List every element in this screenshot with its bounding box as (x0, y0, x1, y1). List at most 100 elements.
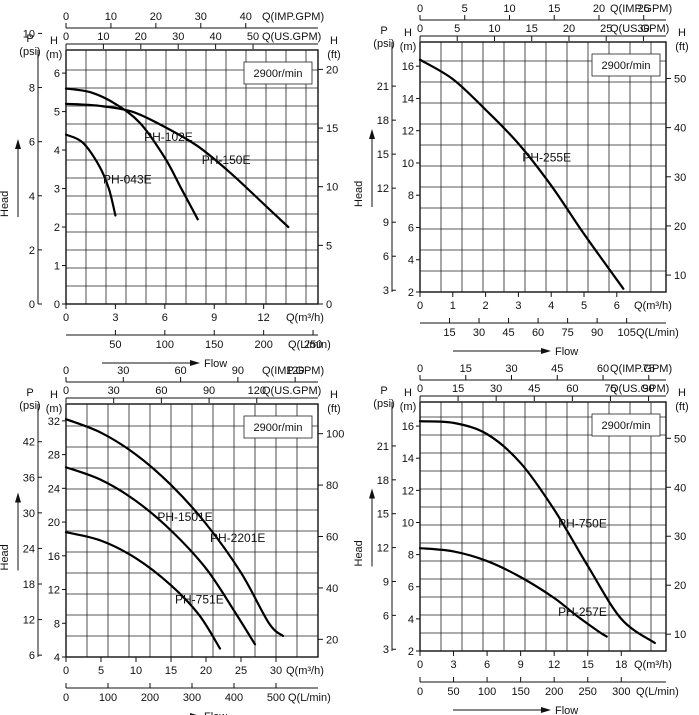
tick-label-m: 5 (54, 107, 60, 119)
tick-label-impgpm: 75 (643, 363, 655, 375)
tick-label-psi: 18 (377, 475, 389, 487)
flow-arrow-head (541, 707, 551, 713)
chart-panel-3: 0 5 10 15 20 25 30 Q(m³/h)0 100 200 300 400 500 Q(L/m… (0, 365, 344, 715)
tick-label-impgpm: 0 (417, 363, 423, 375)
axis-label-psi: P (26, 387, 33, 399)
curve-ph-751e (64, 531, 222, 650)
head-arrow-head (15, 492, 21, 503)
tick-label-lmin: 15 (443, 327, 455, 339)
tick-label-m: 2 (408, 646, 414, 658)
tick-label-usgpm: 120 (248, 385, 266, 397)
flow-arrow-head (541, 348, 551, 354)
tick-label-m: 4 (54, 145, 60, 157)
tick-label-psi: 6 (29, 650, 35, 662)
tick-label-m: 16 (402, 61, 414, 73)
axis-label-psi: P (380, 25, 387, 37)
tick-label-ft: 50 (674, 73, 686, 85)
tick-label-lmin: 100 (156, 339, 174, 351)
tick-label-ft: 0 (326, 299, 332, 311)
tick-label-m: 1 (54, 261, 60, 273)
tick-label-lmin: 300 (612, 686, 630, 698)
tick-label-m3h: 2 (483, 300, 489, 312)
tick-label-m: 24 (48, 483, 60, 495)
axis-label-impgpm: Q(IMP.GPM) (610, 3, 672, 15)
axis-label-ft: H (330, 35, 338, 47)
axis-unit-psi: (psi) (19, 400, 40, 412)
axis-label-m3h: Q(m³/h) (286, 665, 324, 677)
tick-label-usgpm: 20 (135, 31, 147, 43)
tick-label-psi: 8 (29, 83, 35, 95)
tick-label-m: 20 (48, 517, 60, 529)
speed-label: 2900r/min (254, 422, 303, 434)
tick-label-lmin: 0 (63, 692, 69, 704)
axis-unit-psi: (psi) (373, 398, 394, 410)
tick-label-psi: 4 (29, 191, 35, 203)
curve-ph-102e (64, 87, 199, 221)
tick-label-lmin: 200 (141, 692, 159, 704)
curve-ph-150e (64, 102, 290, 229)
tick-label-m: 6 (408, 222, 414, 234)
tick-label-usgpm: 0 (417, 23, 423, 35)
axis-unit-m: (m) (46, 403, 63, 415)
tick-label-impgpm: 0 (417, 3, 423, 15)
tick-label-lmin: 105 (617, 327, 635, 339)
tick-label-psi: 6 (383, 251, 389, 263)
axis-label-impgpm: Q(IMP.GPM) (610, 363, 672, 375)
tick-label-lmin: 200 (545, 686, 563, 698)
head-label: Head (0, 191, 11, 217)
plot-frame (419, 401, 667, 652)
tick-label-usgpm: 50 (247, 31, 259, 43)
tick-label-m: 2 (408, 287, 414, 299)
head-arrow-head (369, 488, 375, 499)
tick-label-lmin: 150 (205, 339, 223, 351)
axis-label-usgpm: Q(US.GPM) (610, 383, 669, 395)
head-label: Head (353, 181, 365, 207)
tick-label-m: 10 (402, 517, 414, 529)
tick-label-psi: 21 (377, 441, 389, 453)
tick-label-lmin: 50 (447, 686, 459, 698)
curve-ph-255e (418, 58, 625, 290)
axis-label-m: H (404, 387, 412, 399)
series-label: PH-751E (175, 592, 224, 606)
tick-label-m: 12 (48, 585, 60, 597)
speed-box (243, 61, 313, 85)
tick-label-impgpm: 0 (63, 11, 69, 23)
tick-label-lmin: 150 (511, 686, 529, 698)
speed-label: 2900r/min (254, 68, 303, 80)
tick-label-psi: 15 (377, 149, 389, 161)
plot-frame (65, 49, 319, 305)
tick-label-psi: 42 (23, 437, 35, 449)
tick-label-usgpm: 20 (563, 23, 575, 35)
tick-label-lmin: 60 (532, 327, 544, 339)
axis-label-impgpm: Q(IMP.GPM) (262, 365, 324, 377)
tick-label-m3h: 1 (450, 300, 456, 312)
tick-label-lmin: 75 (561, 327, 573, 339)
curve-ph-2201e (64, 418, 285, 638)
tick-label-impgpm: 25 (638, 3, 650, 15)
axis-label-impgpm: Q(IMP.GPM) (262, 11, 324, 23)
flow-label: Flow (204, 711, 227, 715)
tick-label-m3h: 0 (417, 300, 423, 312)
tick-label-m3h: 3 (515, 300, 521, 312)
tick-label-ft: 20 (326, 64, 338, 76)
tick-label-usgpm: 75 (604, 383, 616, 395)
speed-label: 2900r/min (602, 420, 651, 432)
tick-label-impgpm: 30 (195, 11, 207, 23)
tick-label-usgpm: 0 (63, 31, 69, 43)
tick-label-m: 6 (54, 68, 60, 80)
tick-label-lmin: 250 (579, 686, 597, 698)
series-label: PH-2201E (210, 531, 265, 545)
tick-label-usgpm: 90 (203, 385, 215, 397)
tick-label-impgpm: 10 (503, 3, 515, 15)
tick-label-m3h: 15 (165, 665, 177, 677)
tick-label-m3h: 9 (211, 312, 217, 324)
tick-label-m3h: 3 (450, 659, 456, 671)
tick-label-m3h: 12 (548, 659, 560, 671)
axis-label-ft: H (678, 387, 686, 399)
tick-label-m: 12 (402, 126, 414, 138)
tick-label-psi: 6 (383, 610, 389, 622)
tick-label-m: 2 (54, 222, 60, 234)
tick-label-impgpm: 0 (63, 365, 69, 377)
tick-label-impgpm: 60 (597, 363, 609, 375)
